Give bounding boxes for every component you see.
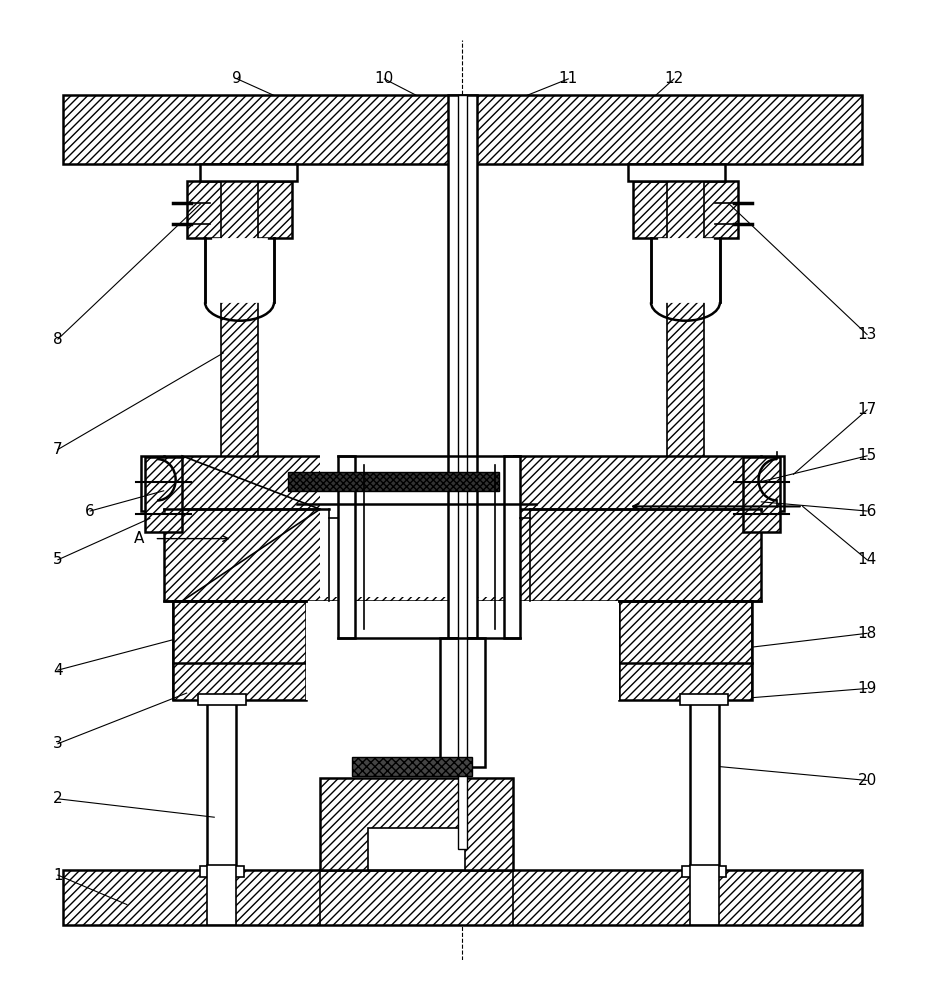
Text: 10: 10 — [375, 71, 394, 86]
Bar — [458, 95, 467, 849]
Bar — [320, 778, 513, 870]
Bar — [690, 865, 719, 925]
Bar — [306, 601, 619, 700]
Text: 13: 13 — [857, 327, 877, 342]
Text: 7: 7 — [53, 442, 63, 457]
Text: 4: 4 — [53, 663, 63, 678]
Bar — [628, 164, 724, 181]
Bar — [221, 164, 258, 491]
Bar — [145, 457, 182, 532]
Text: 20: 20 — [857, 773, 877, 788]
Text: 16: 16 — [857, 504, 877, 519]
Bar — [207, 700, 236, 868]
Text: 9: 9 — [232, 71, 242, 86]
Text: A: A — [134, 531, 144, 546]
Bar — [352, 757, 472, 776]
Bar — [368, 828, 464, 870]
Bar — [659, 238, 712, 302]
Bar — [164, 456, 761, 511]
Bar — [633, 181, 738, 238]
Text: 6: 6 — [85, 504, 95, 519]
Bar — [690, 700, 719, 868]
Text: 8: 8 — [53, 332, 63, 347]
Bar — [200, 866, 243, 877]
Bar — [439, 638, 486, 767]
Bar — [63, 95, 862, 164]
Bar — [619, 601, 752, 700]
Bar — [320, 449, 513, 597]
Bar — [761, 456, 784, 511]
Bar — [207, 865, 236, 925]
Text: 2: 2 — [53, 791, 63, 806]
Text: 12: 12 — [664, 71, 684, 86]
Bar — [164, 509, 761, 601]
Bar — [198, 694, 245, 705]
Text: 3: 3 — [53, 736, 63, 751]
Text: 17: 17 — [857, 402, 877, 417]
Bar — [743, 457, 780, 532]
Bar — [681, 694, 728, 705]
Text: 19: 19 — [857, 681, 877, 696]
Bar — [201, 164, 297, 181]
Bar — [288, 472, 500, 491]
Text: 5: 5 — [53, 552, 63, 567]
Bar — [213, 238, 266, 302]
Bar — [187, 181, 292, 238]
Text: 15: 15 — [857, 448, 877, 463]
Bar — [683, 866, 726, 877]
Bar — [504, 456, 521, 638]
Bar — [173, 601, 306, 700]
Bar — [667, 164, 704, 491]
Bar — [63, 870, 862, 925]
Bar — [141, 456, 164, 511]
Bar — [448, 95, 477, 638]
Text: 1: 1 — [53, 868, 63, 883]
Text: 11: 11 — [559, 71, 578, 86]
Text: 14: 14 — [857, 552, 877, 567]
Text: 18: 18 — [857, 626, 877, 641]
Bar — [339, 456, 355, 638]
